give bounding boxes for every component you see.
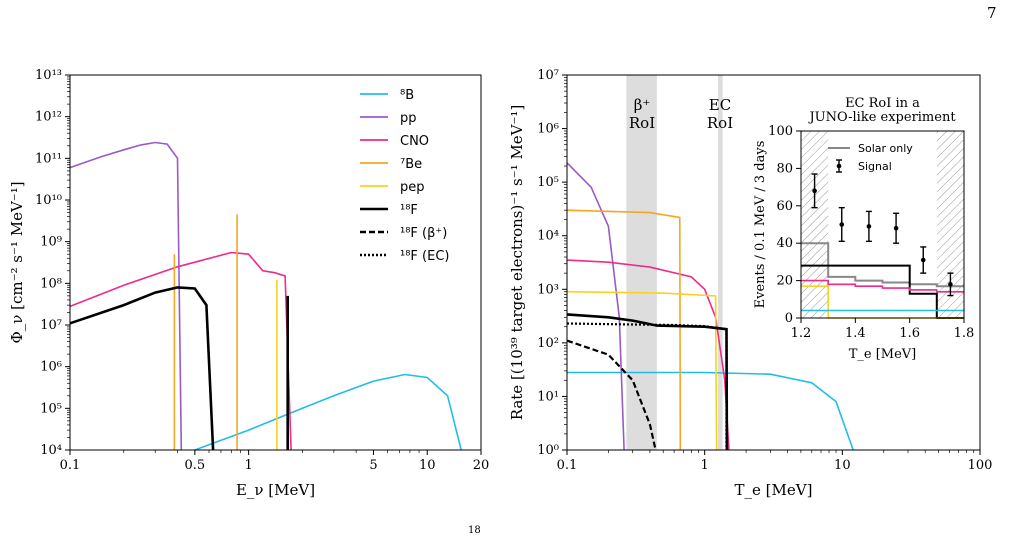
flux-chart: 0.1 0.5 1 5 10 20 10⁴ 10⁵ 10⁶ 10⁷ 10⁸ 10⁹ 10¹⁰ 10¹¹ 10… — [8, 68, 489, 499]
rate-xtick-label: 100 — [968, 458, 993, 473]
series-pp-curve — [69, 141, 183, 451]
inset-chart: 1.2 1.4 1.6 1.8 0 20 40 60 80 100 T_e [MeV] Events … — [753, 96, 974, 362]
rate-frame — [566, 74, 981, 451]
inset-title: JUNO-like experiment — [807, 110, 956, 125]
inset-ytick-label: 80 — [776, 161, 793, 176]
rate-ytick-label: 10⁴ — [537, 229, 559, 244]
signal-point — [893, 225, 899, 231]
caption-fragment: 18 — [468, 525, 481, 536]
rate-x-axis-title: T_e [MeV] — [735, 481, 813, 499]
flux-x-axis-title: E_ν [MeV] — [236, 481, 315, 499]
inset-ytick-label: 0 — [785, 311, 793, 326]
legend-label: ⁸B — [400, 88, 414, 103]
inset-xtick-label: 1.8 — [954, 326, 975, 341]
flux-xtick-label: 10 — [419, 458, 436, 473]
roi-band — [626, 75, 657, 450]
inset-step-CNO — [801, 279, 964, 293]
inset-step-Solar only — [801, 242, 964, 288]
roi-annotation: EC — [709, 96, 731, 114]
signal-point — [812, 188, 817, 194]
flux-ytick-label: 10⁹ — [40, 235, 62, 250]
flux-xtick-label: 0.5 — [185, 458, 206, 473]
series-⁷Be-curve — [566, 209, 682, 451]
flux-ytick-label: 10⁶ — [40, 360, 62, 375]
inset-legend-label: Signal — [858, 160, 892, 173]
roi-band — [718, 75, 723, 450]
hatched-region — [801, 131, 829, 318]
rate-y-axis-title: Rate [(10³⁹ target electrons)⁻¹ s⁻¹ MeV⁻… — [508, 105, 526, 421]
inset-legend-label: Solar only — [858, 142, 913, 155]
inset-legend-swatch — [836, 163, 842, 169]
flux-xtick-label: 20 — [473, 458, 490, 473]
roi-annotation: RoI — [629, 114, 655, 132]
rate-ytick-label: 10¹ — [537, 389, 559, 404]
inset-x-axis-title: T_e [MeV] — [849, 347, 917, 362]
rate-ytick-label: 10⁰ — [537, 443, 559, 458]
series-CNO-curve — [69, 251, 292, 451]
signal-point — [948, 282, 953, 287]
rate-xtick-label: 10 — [834, 458, 851, 473]
series-pp-curve — [566, 162, 625, 451]
inset-ytick-label: 100 — [768, 124, 793, 139]
flux-ytick-label: 10⁷ — [40, 318, 62, 333]
inset-frame — [800, 130, 965, 319]
signal-point — [866, 224, 872, 229]
flux-y-axis-title: Φ_ν [cm⁻² s⁻¹ MeV⁻¹] — [8, 181, 26, 343]
legend-label: ¹⁸F (EC) — [400, 249, 449, 264]
legend-label: ¹⁸F (β⁺) — [400, 226, 447, 241]
flux-ytick-label: 10¹¹ — [35, 151, 62, 166]
flux-ytick-label: 10¹² — [35, 110, 62, 125]
series-⁸B-curve — [194, 373, 462, 451]
inset-title: EC RoI in a — [845, 96, 920, 111]
flux-ytick-label: 10⁵ — [40, 401, 62, 416]
signal-point — [839, 222, 845, 227]
inset-y-axis-title: Events / 0.1 MeV / 3 days — [753, 141, 768, 309]
inset-xtick-label: 1.2 — [791, 326, 812, 341]
legend-label: ⁷Be — [400, 157, 422, 172]
legend-label: ¹⁸F — [400, 203, 418, 218]
rate-ytick-label: 10² — [537, 336, 559, 351]
legend-label: pep — [400, 180, 425, 195]
rate-ytick-label: 10³ — [537, 282, 559, 297]
legend-label: pp — [400, 111, 417, 126]
roi-annotation: RoI — [707, 114, 733, 132]
flux-ytick-label: 10¹³ — [35, 68, 62, 83]
legend-label: CNO — [400, 134, 429, 149]
flux-xtick-label: 1 — [244, 458, 252, 473]
rate-xtick-label: 1 — [701, 458, 709, 473]
inset-ytick-label: 20 — [776, 274, 793, 289]
rate-ytick-label: 10⁷ — [537, 68, 559, 83]
inset-ytick-label: 60 — [776, 199, 793, 214]
flux-ytick-label: 10⁴ — [40, 443, 62, 458]
page-number: 7 — [987, 4, 997, 22]
series-¹⁸F (EC)-curve — [566, 322, 727, 331]
flux-xtick-label: 0.1 — [60, 458, 81, 473]
signal-point — [920, 257, 926, 263]
rate-ytick-label: 10⁵ — [537, 175, 559, 190]
series-pep-curve — [566, 290, 718, 451]
inset-ytick-label: 40 — [776, 236, 793, 251]
inset-xtick-label: 1.6 — [899, 326, 920, 341]
rate-ytick-label: 10⁶ — [537, 122, 559, 137]
rate-xtick-label: 0.1 — [557, 458, 578, 473]
series-¹⁸F-curve — [69, 286, 215, 451]
flux-frame — [69, 74, 482, 451]
flux-xtick-label: 5 — [369, 458, 377, 473]
series-⁸B-curve — [567, 371, 854, 451]
flux-ytick-label: 10¹⁰ — [35, 193, 62, 208]
flux-ytick-label: 10⁸ — [40, 276, 62, 291]
inset-xtick-label: 1.4 — [845, 326, 866, 341]
roi-annotation: β⁺ — [634, 96, 651, 114]
series-CNO-curve — [566, 259, 730, 451]
series-¹⁸F (β⁺)-curve — [566, 339, 657, 451]
